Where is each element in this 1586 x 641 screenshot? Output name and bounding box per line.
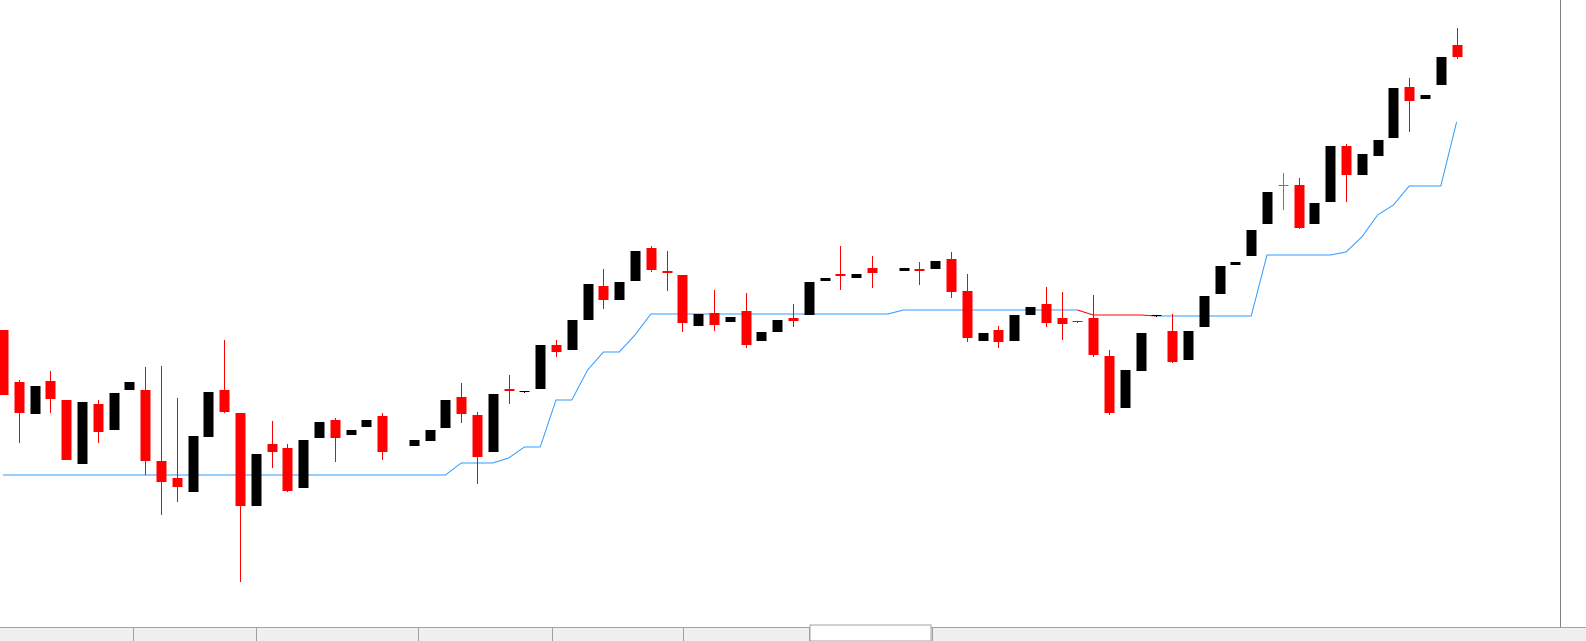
candle-body <box>314 422 325 438</box>
candle-body <box>662 271 673 273</box>
candle-body <box>804 282 815 315</box>
candle-body <box>519 391 530 392</box>
candle-body <box>282 448 293 491</box>
candle-body <box>1104 356 1115 413</box>
candle-body <box>1420 95 1431 99</box>
candle-body <box>788 318 799 321</box>
candle-body <box>219 390 230 412</box>
candle-body <box>425 430 436 441</box>
candle-body <box>409 440 420 446</box>
candle-body <box>962 291 973 338</box>
candle-body <box>551 345 562 352</box>
candle-body <box>1167 331 1178 362</box>
candle-body <box>1215 266 1226 294</box>
candle-body <box>1088 318 1099 355</box>
candle-body <box>1120 370 1131 408</box>
candle-body <box>930 261 941 269</box>
candle-body <box>377 416 388 452</box>
candle-body <box>535 345 546 389</box>
candle-body <box>504 389 515 391</box>
candle-body <box>156 461 167 482</box>
candle-body <box>835 274 846 276</box>
candle-body <box>456 397 467 414</box>
candle-body <box>1404 87 1415 101</box>
candle-body <box>677 275 688 323</box>
candle-body <box>598 286 609 300</box>
candle-body <box>298 440 309 488</box>
candle-body <box>978 333 989 341</box>
candle-body <box>946 259 957 292</box>
candle-body <box>1183 331 1194 360</box>
candle-body <box>1057 318 1068 324</box>
candle-body <box>472 415 483 457</box>
candle-body <box>630 251 641 281</box>
candle-body <box>61 400 72 460</box>
candle-body <box>1452 45 1463 57</box>
candle-body <box>93 404 104 432</box>
candle-body <box>899 268 910 271</box>
tab-bar-bg <box>0 627 1586 641</box>
candle-body <box>109 393 120 430</box>
candle-body <box>1309 203 1320 224</box>
candle-body <box>124 382 135 390</box>
candle-body <box>741 311 752 345</box>
candle-body <box>1436 57 1447 85</box>
candle-body <box>709 313 720 325</box>
candle-body <box>772 320 783 332</box>
candle-body <box>1325 146 1336 202</box>
candle-body <box>1341 146 1352 175</box>
candle-body <box>488 394 499 452</box>
candle-body <box>614 282 625 300</box>
candle-body <box>361 420 372 427</box>
candle-body <box>1041 304 1052 323</box>
candle-body <box>646 248 657 270</box>
candle-body <box>346 430 357 435</box>
candle-body <box>1278 185 1289 186</box>
candle-body <box>1151 315 1162 316</box>
candle-body <box>45 381 56 399</box>
candle-body <box>14 382 25 413</box>
tab-bar <box>0 624 1586 641</box>
candle-body <box>1357 154 1368 175</box>
candle-body <box>583 284 594 320</box>
candle-body <box>567 320 578 350</box>
active-tab[interactable] <box>809 624 932 641</box>
candle-body <box>1136 333 1147 371</box>
candle-body <box>1373 140 1384 156</box>
candle-body <box>1246 230 1257 256</box>
candle-body <box>0 330 9 395</box>
candle-body <box>440 400 451 428</box>
candle-body <box>1262 192 1273 224</box>
candle-body <box>914 269 925 271</box>
candle-body <box>1388 88 1399 138</box>
candle-body <box>1294 185 1305 228</box>
candle-body <box>203 392 214 437</box>
candle-body <box>30 386 41 414</box>
candle-body <box>867 268 878 273</box>
candle-body <box>251 454 262 506</box>
candle-body <box>172 478 183 487</box>
candle-body <box>1072 321 1083 322</box>
candle-body <box>851 274 862 278</box>
candle-body <box>188 436 199 492</box>
candle-body <box>140 390 151 461</box>
candle-body <box>267 444 278 452</box>
candle-body <box>235 413 246 506</box>
candle-body <box>725 317 736 322</box>
candle-body <box>756 332 767 341</box>
candle-body <box>330 420 341 438</box>
candle-body <box>1025 307 1036 315</box>
candle-body <box>693 314 704 326</box>
candle-body <box>77 402 88 464</box>
candle-body <box>820 278 831 281</box>
candle-body <box>1009 315 1020 341</box>
candle-body <box>1199 296 1210 327</box>
candle-body <box>993 330 1004 342</box>
indicator-line <box>1077 309 1157 317</box>
candle-body <box>1230 262 1241 265</box>
